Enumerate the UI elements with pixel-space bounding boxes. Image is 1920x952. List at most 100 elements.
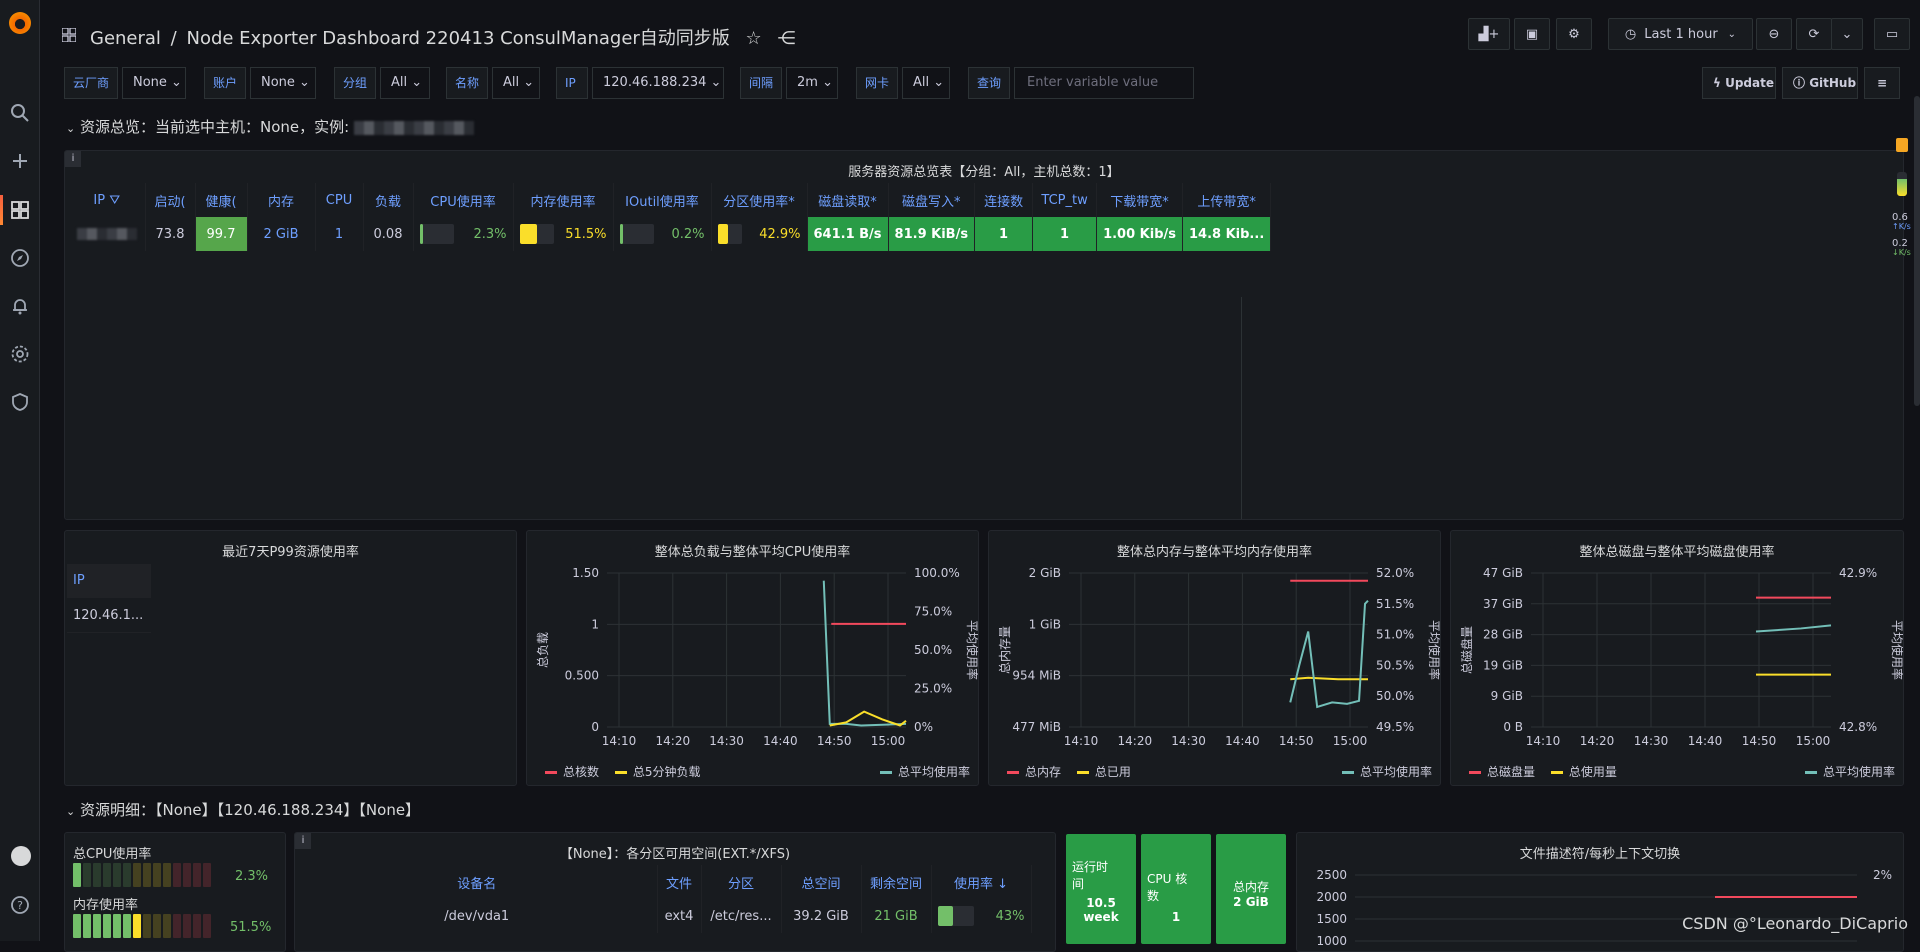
help-icon[interactable]: ?: [10, 895, 30, 915]
legend-item[interactable]: 总平均使用率: [1342, 765, 1432, 779]
legend-item[interactable]: 总已用: [1077, 765, 1131, 779]
avatar[interactable]: [11, 846, 31, 866]
col-header[interactable]: 启动(: [145, 183, 195, 217]
x-tick-label: 15:00: [1333, 734, 1368, 748]
query-input[interactable]: Enter variable value: [1014, 67, 1194, 99]
gauge-mem-segment: [123, 914, 131, 938]
add-panel-icon: ▟+: [1479, 27, 1500, 42]
zoom-out-button[interactable]: ⊖: [1756, 18, 1792, 50]
cell-up: 14.8 Kib...: [1183, 217, 1271, 251]
add-panel-button[interactable]: ▟+: [1468, 18, 1510, 50]
row-overview[interactable]: ⌄ 资源总览：当前选中主机：None，实例:: [66, 116, 474, 137]
col-header[interactable]: IP ⛛: [69, 183, 145, 217]
col-header[interactable]: CPU: [315, 183, 363, 217]
col-header[interactable]: 健康(: [195, 183, 247, 217]
io-bar-fill: [620, 224, 623, 244]
row-detail[interactable]: ⌄ 资源明细：【None】【120.46.188.234】【None】: [66, 799, 420, 820]
col-header[interactable]: 使用率 ↓: [931, 865, 1031, 899]
search-icon[interactable]: [10, 103, 30, 123]
plus-icon[interactable]: [10, 151, 30, 171]
x-tick-label: 14:30: [709, 734, 744, 748]
gauge-mem-segment: [73, 914, 81, 938]
github-link-button[interactable]: ⓘ GitHub: [1782, 67, 1858, 99]
col-header[interactable]: 连接数: [975, 183, 1033, 217]
level-gauge: [1897, 172, 1907, 196]
scrollbar[interactable]: [1914, 96, 1920, 406]
gear-icon[interactable]: [10, 344, 30, 364]
col-header[interactable]: TCP_tw: [1033, 183, 1097, 217]
star-icon[interactable]: ☆: [746, 28, 762, 49]
col-header[interactable]: 文件: [657, 865, 701, 899]
cell-fs: ext4: [657, 899, 701, 933]
explore-icon[interactable]: [10, 248, 30, 268]
bell-icon[interactable]: [10, 296, 30, 316]
var-select-group[interactable]: All ⌄: [380, 67, 430, 99]
cell-tcp-tw: 1: [1033, 217, 1097, 251]
legend-item[interactable]: 总平均使用率: [1805, 765, 1895, 779]
legend-item[interactable]: 总平均使用率: [880, 765, 970, 779]
col-header[interactable]: 剩余空间: [861, 865, 931, 899]
col-header[interactable]: 磁盘读取*: [807, 183, 888, 217]
var-select-nic[interactable]: All ⌄: [902, 67, 950, 99]
tv-mode-button[interactable]: ▭: [1874, 18, 1910, 50]
var-select-ip[interactable]: 120.46.188.234 ⌄: [592, 67, 724, 99]
settings-button[interactable]: ⚙: [1556, 18, 1592, 50]
filter-icon[interactable]: ⛛: [109, 193, 120, 208]
col-header[interactable]: 设备名: [297, 865, 657, 899]
usage-bar: [938, 906, 974, 926]
col-header[interactable]: 内存: [247, 183, 315, 217]
gauge-cpu-segment: [123, 863, 131, 887]
shield-icon[interactable]: [10, 392, 30, 412]
row-detail-title: 资源明细：【None】【120.46.188.234】【None】: [80, 801, 420, 819]
gauge-mem-segment: [203, 914, 211, 938]
col-header[interactable]: 下载带宽*: [1097, 183, 1183, 217]
panel-title: 整体总负载与整体平均CPU使用率: [527, 541, 978, 560]
var-select-account[interactable]: None ⌄: [250, 67, 316, 99]
var-select-name[interactable]: All ⌄: [492, 67, 540, 99]
col-header[interactable]: IOutil使用率: [613, 183, 711, 217]
col-header[interactable]: 上传带宽*: [1183, 183, 1271, 217]
col-header[interactable]: 内存使用率: [513, 183, 613, 217]
legend-item[interactable]: 总内存: [1007, 765, 1061, 779]
dashboard-title[interactable]: Node Exporter Dashboard 220413 ConsulMan…: [186, 28, 729, 49]
clock-icon: ◷: [1625, 27, 1636, 42]
legend: 总核数 总5分钟负载: [545, 763, 700, 780]
var-select-interval[interactable]: 2m ⌄: [786, 67, 838, 99]
var-select-cloud[interactable]: None ⌄: [122, 67, 186, 99]
redacted-instance: [354, 121, 474, 135]
col-header[interactable]: 负载: [363, 183, 413, 217]
y2-tick-label: 0%: [914, 720, 933, 734]
y2-tick-label: 25.0%: [914, 682, 952, 696]
menu-button[interactable]: ≡: [1864, 67, 1900, 99]
y-tick-label: 1.50: [572, 566, 599, 580]
col-header[interactable]: 分区使用率*: [711, 183, 807, 217]
col-header[interactable]: 磁盘写入*: [888, 183, 975, 217]
col-header[interactable]: CPU使用率: [413, 183, 513, 217]
update-link-button[interactable]: ϟ Update: [1702, 67, 1776, 99]
shield-badge-icon: [1896, 138, 1908, 152]
col-header[interactable]: 分区: [701, 865, 781, 899]
breadcrumb-folder[interactable]: General: [90, 28, 161, 49]
legend-item[interactable]: 总5分钟负载: [615, 765, 701, 779]
legend-item[interactable]: 总核数: [545, 765, 599, 779]
refresh-interval-button[interactable]: ⌄: [1831, 18, 1863, 50]
legend-item[interactable]: 总使用量: [1551, 765, 1617, 779]
cell-ip[interactable]: [69, 217, 145, 251]
refresh-button[interactable]: ⟳: [1796, 18, 1832, 50]
side-widget: 0.6 ↑K/s 0.2 ↓K/s: [1890, 134, 1916, 264]
share-icon[interactable]: ⋲: [777, 28, 795, 49]
time-picker[interactable]: ◷ Last 1 hour ⌄: [1608, 18, 1753, 50]
legend-item[interactable]: 总磁盘量: [1469, 765, 1535, 779]
dashboards-icon[interactable]: [10, 200, 30, 220]
save-button[interactable]: ▣: [1514, 18, 1550, 50]
legend: 总磁盘量 总使用量: [1469, 763, 1617, 780]
legend-label: 总5分钟负载: [633, 765, 701, 779]
p99-col-header[interactable]: IP: [67, 564, 151, 598]
grafana-logo-icon[interactable]: [9, 12, 31, 34]
y2-axis-label: 平均使用率: [965, 620, 979, 680]
col-header[interactable]: 总空间: [781, 865, 861, 899]
